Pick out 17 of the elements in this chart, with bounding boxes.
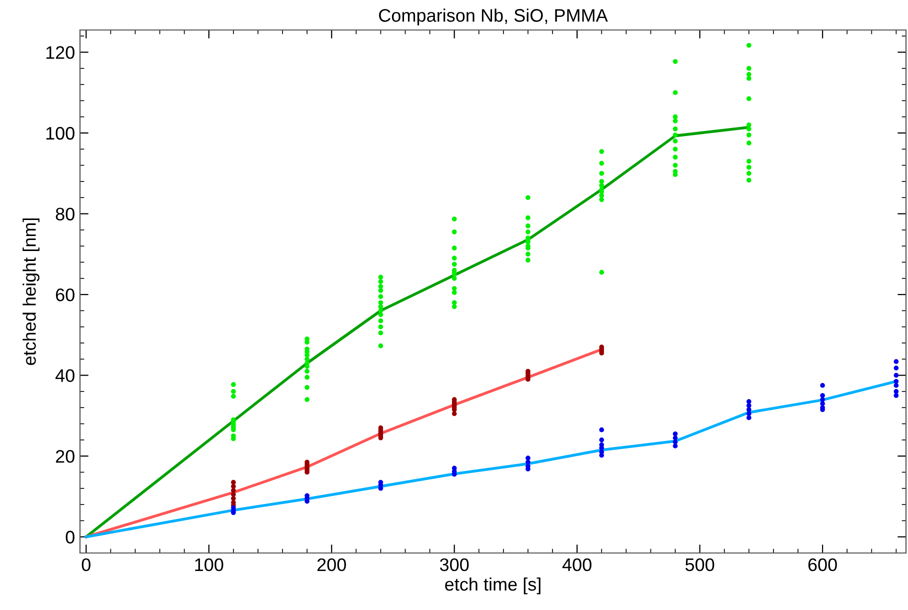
y-axis-title: etched height [nm] xyxy=(22,218,40,366)
x-tick-label: 600 xyxy=(808,558,837,572)
x-tick-label: 200 xyxy=(317,558,346,572)
x-tick-label: 400 xyxy=(562,558,592,572)
y-tick-label: 0 xyxy=(66,530,74,544)
x-tick-label: 300 xyxy=(440,558,469,572)
x-tick-label: 0 xyxy=(82,558,90,572)
y-tick-label: 100 xyxy=(46,126,74,140)
y-tick-label: 40 xyxy=(55,369,74,382)
y-tick-label: 60 xyxy=(56,288,74,302)
chart-title: Comparison Nb, SiO, PMMA xyxy=(379,8,608,26)
x-tick-label: 500 xyxy=(685,558,714,572)
y-tick-label: 120 xyxy=(46,46,74,59)
y-tick-label: 20 xyxy=(56,450,74,463)
y-tick-label: 80 xyxy=(56,208,74,220)
x-axis-title: etch time [s] xyxy=(445,577,540,594)
x-tick-label: 100 xyxy=(195,558,224,572)
